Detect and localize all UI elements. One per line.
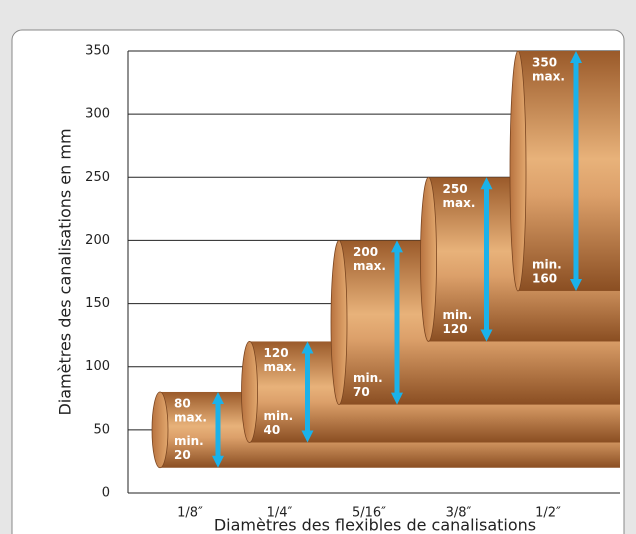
pipe-end bbox=[330, 240, 348, 405]
x-tick-label: 1/4″ bbox=[267, 506, 293, 521]
max-value: 350 bbox=[532, 56, 557, 70]
arrow-head bbox=[212, 455, 224, 468]
y-tick-label: 350 bbox=[85, 44, 110, 59]
arrow-head bbox=[301, 341, 314, 354]
min-label: min. bbox=[353, 371, 383, 385]
pipe-end bbox=[151, 391, 169, 469]
y-axis-title: Diamètres des canalisations en mm bbox=[56, 128, 75, 415]
pipe-end bbox=[509, 50, 527, 292]
min-value: 120 bbox=[443, 322, 468, 336]
min-label: min. bbox=[443, 308, 473, 322]
y-tick-label: 200 bbox=[85, 233, 110, 248]
min-label: min. bbox=[264, 409, 294, 423]
pipe-end bbox=[420, 176, 437, 342]
max-label: max. bbox=[264, 360, 297, 374]
max-value: 120 bbox=[264, 346, 289, 360]
y-tick-label: 300 bbox=[85, 107, 110, 122]
arrow-head bbox=[570, 51, 582, 63]
x-axis-title: Diamètres des flexibles de canalisations bbox=[214, 516, 536, 534]
y-tick-label: 100 bbox=[85, 359, 110, 374]
arrow-head bbox=[391, 392, 403, 405]
min-label: min. bbox=[532, 257, 562, 271]
max-label: max. bbox=[174, 410, 207, 424]
arrow-head bbox=[570, 278, 582, 291]
min-value: 40 bbox=[264, 423, 281, 437]
max-label: max. bbox=[443, 196, 476, 210]
x-tick-label: 1/8″ bbox=[177, 506, 203, 521]
min-value: 160 bbox=[532, 271, 557, 285]
x-tick-label: 3/8″ bbox=[446, 506, 472, 521]
pipe-end bbox=[241, 341, 258, 443]
x-tick-label: 5/16″ bbox=[352, 506, 386, 521]
x-tick-label: 1/2″ bbox=[535, 506, 561, 521]
max-value: 200 bbox=[353, 245, 378, 259]
min-value: 20 bbox=[174, 448, 191, 462]
min-label: min. bbox=[174, 434, 204, 448]
pipe bbox=[518, 51, 620, 291]
max-label: max. bbox=[353, 259, 386, 273]
max-value: 80 bbox=[174, 396, 191, 410]
arrow-head bbox=[480, 329, 493, 342]
min-value: 70 bbox=[353, 385, 370, 399]
arrow-head bbox=[301, 430, 314, 443]
y-tick-label: 150 bbox=[85, 296, 110, 311]
arrow-head bbox=[212, 391, 224, 404]
y-tick-label: 50 bbox=[93, 422, 110, 437]
y-tick-label: 250 bbox=[85, 170, 110, 185]
max-value: 250 bbox=[443, 182, 468, 196]
max-label: max. bbox=[532, 70, 565, 84]
arrow-head bbox=[480, 177, 493, 190]
y-tick-label: 0 bbox=[102, 486, 110, 501]
arrow-head bbox=[391, 240, 403, 253]
